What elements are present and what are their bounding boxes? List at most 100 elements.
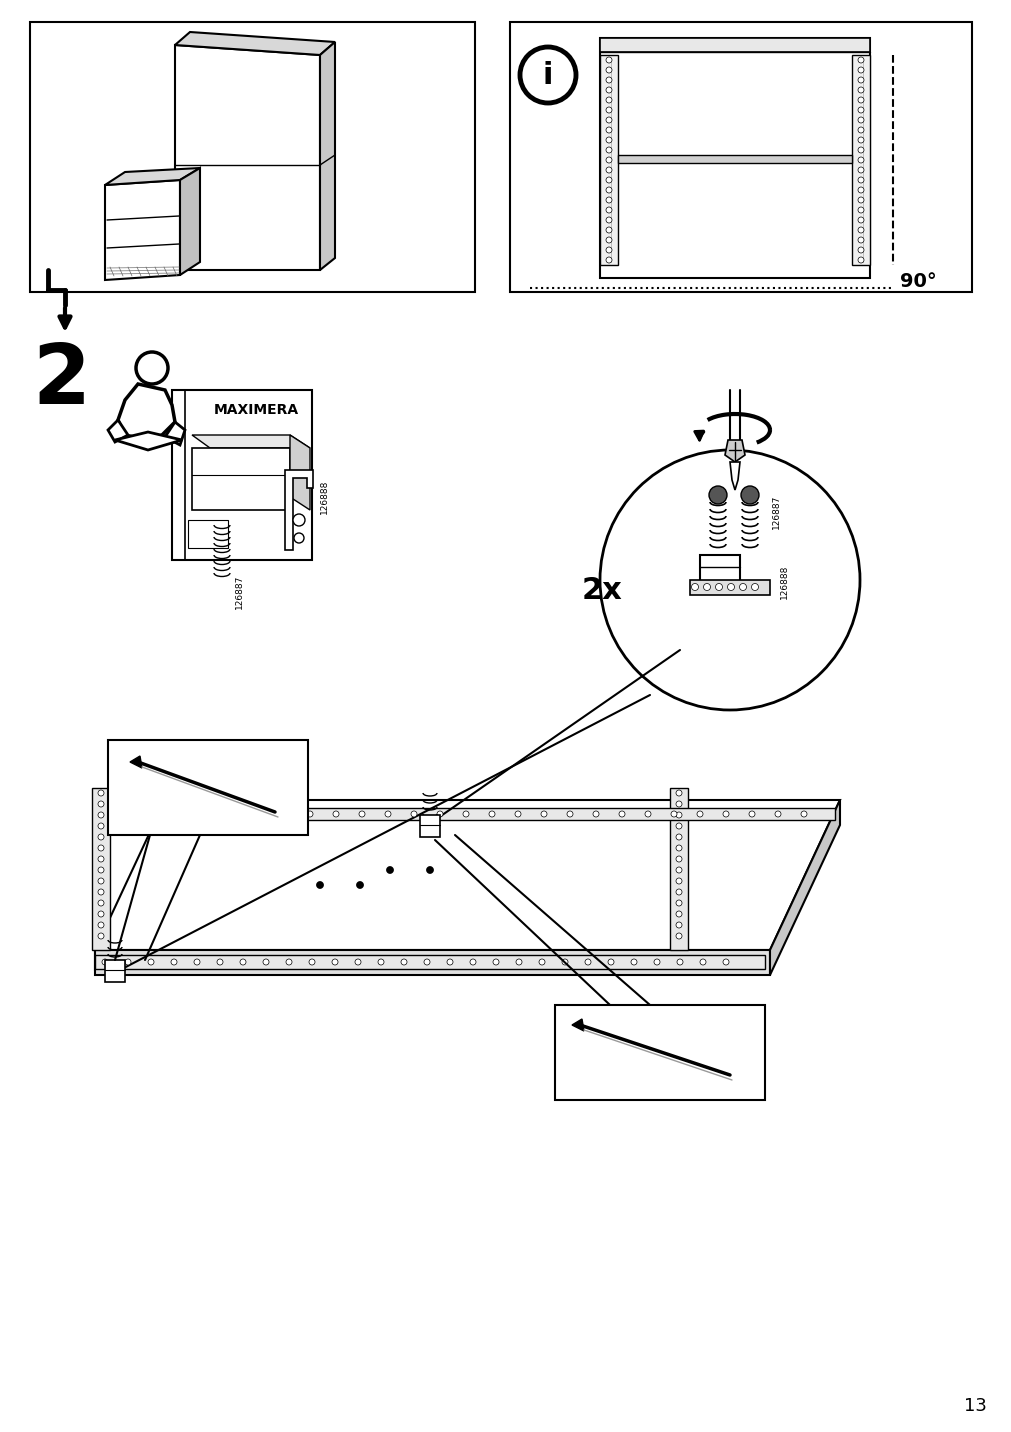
- Circle shape: [631, 959, 636, 965]
- Polygon shape: [729, 463, 739, 490]
- Bar: [618, 155, 851, 163]
- Circle shape: [98, 845, 104, 851]
- Circle shape: [492, 959, 498, 965]
- Polygon shape: [285, 470, 312, 550]
- Circle shape: [515, 811, 521, 818]
- Bar: [95, 955, 764, 969]
- Circle shape: [606, 107, 612, 113]
- Polygon shape: [175, 44, 319, 271]
- Circle shape: [606, 238, 612, 243]
- Circle shape: [644, 811, 650, 818]
- Circle shape: [675, 878, 681, 884]
- Circle shape: [697, 811, 703, 818]
- Circle shape: [857, 246, 863, 253]
- Circle shape: [263, 959, 269, 965]
- Circle shape: [675, 833, 681, 841]
- Polygon shape: [180, 168, 200, 275]
- Circle shape: [98, 800, 104, 808]
- Circle shape: [539, 959, 545, 965]
- Circle shape: [857, 57, 863, 63]
- Circle shape: [675, 800, 681, 808]
- Bar: [92, 788, 110, 949]
- Circle shape: [98, 833, 104, 841]
- Polygon shape: [105, 168, 200, 185]
- Circle shape: [606, 168, 612, 173]
- Circle shape: [670, 811, 676, 818]
- Text: MAXIMERA: MAXIMERA: [213, 402, 298, 417]
- Circle shape: [857, 208, 863, 213]
- Circle shape: [286, 959, 292, 965]
- Circle shape: [98, 823, 104, 829]
- Circle shape: [592, 811, 599, 818]
- Circle shape: [606, 57, 612, 63]
- Circle shape: [608, 959, 614, 965]
- Circle shape: [606, 178, 612, 183]
- Circle shape: [857, 147, 863, 153]
- Circle shape: [255, 811, 261, 818]
- Circle shape: [102, 959, 108, 965]
- Circle shape: [332, 959, 338, 965]
- Circle shape: [675, 856, 681, 862]
- Circle shape: [675, 790, 681, 796]
- Circle shape: [400, 959, 406, 965]
- Circle shape: [98, 922, 104, 928]
- Circle shape: [606, 137, 612, 143]
- Circle shape: [606, 188, 612, 193]
- Circle shape: [675, 889, 681, 895]
- Polygon shape: [108, 420, 127, 442]
- Polygon shape: [115, 432, 182, 450]
- Circle shape: [584, 959, 590, 965]
- Circle shape: [801, 811, 806, 818]
- Circle shape: [606, 117, 612, 123]
- Circle shape: [516, 959, 522, 965]
- Polygon shape: [290, 435, 309, 510]
- Circle shape: [426, 866, 433, 874]
- Circle shape: [703, 583, 710, 590]
- Circle shape: [675, 845, 681, 851]
- Circle shape: [203, 811, 209, 818]
- Circle shape: [857, 178, 863, 183]
- Text: 126887: 126887: [235, 576, 244, 610]
- Text: 126888: 126888: [779, 566, 789, 600]
- Circle shape: [751, 583, 758, 590]
- Circle shape: [727, 583, 734, 590]
- Polygon shape: [724, 440, 744, 463]
- Circle shape: [463, 811, 468, 818]
- Circle shape: [675, 899, 681, 906]
- Circle shape: [857, 168, 863, 173]
- Circle shape: [675, 911, 681, 916]
- Polygon shape: [95, 949, 679, 969]
- Polygon shape: [105, 180, 180, 281]
- Bar: [105, 959, 125, 982]
- Circle shape: [98, 866, 104, 874]
- Polygon shape: [175, 32, 335, 54]
- Circle shape: [359, 811, 365, 818]
- Circle shape: [606, 208, 612, 213]
- Circle shape: [675, 866, 681, 874]
- Circle shape: [216, 959, 222, 965]
- Text: 2x: 2x: [581, 576, 622, 604]
- Circle shape: [675, 934, 681, 939]
- Circle shape: [316, 882, 324, 888]
- Circle shape: [561, 959, 567, 965]
- Bar: [30, 21, 474, 292]
- Polygon shape: [769, 800, 839, 975]
- Circle shape: [676, 959, 682, 965]
- Polygon shape: [319, 42, 335, 271]
- Circle shape: [715, 583, 722, 590]
- Polygon shape: [95, 905, 749, 949]
- Circle shape: [740, 485, 758, 504]
- Bar: [600, 39, 869, 52]
- Circle shape: [774, 811, 780, 818]
- Circle shape: [281, 811, 287, 818]
- Circle shape: [606, 127, 612, 133]
- Circle shape: [355, 959, 361, 965]
- Polygon shape: [118, 384, 175, 440]
- Circle shape: [675, 823, 681, 829]
- Text: 126888: 126888: [319, 480, 329, 514]
- Circle shape: [675, 922, 681, 928]
- Polygon shape: [95, 949, 769, 975]
- Circle shape: [424, 959, 430, 965]
- Bar: [851, 54, 869, 265]
- Bar: [188, 520, 227, 548]
